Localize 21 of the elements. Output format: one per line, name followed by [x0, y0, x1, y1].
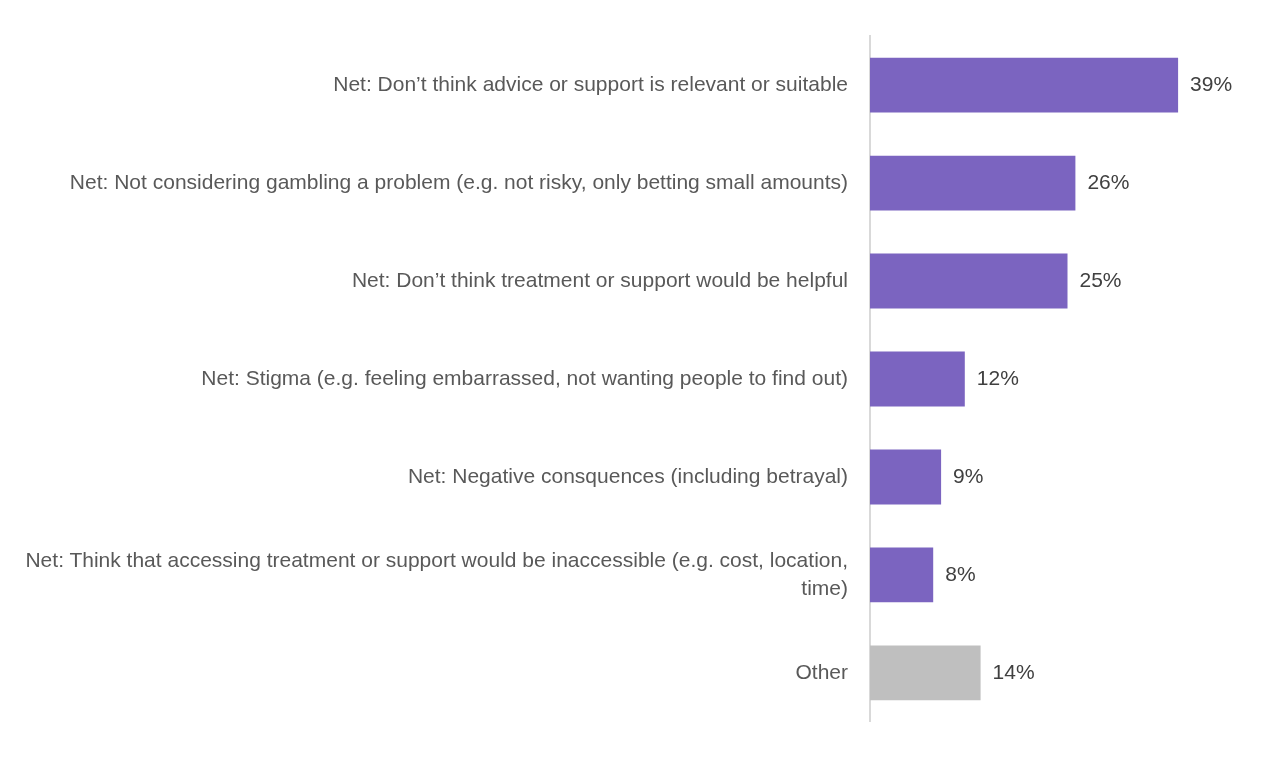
y-tick-label: Other — [795, 659, 848, 683]
y-tick-label: Net: Negative consquences (including betrayal) — [407, 463, 848, 487]
y-tick-label: Net: Don’t think treatment or support would be helpful — [351, 267, 848, 291]
y-tick-label: Net: Think that accessing treatment or support would be inaccessible (e.g. cost, location, time) — [25, 547, 848, 599]
y-tick-label: Net: Don’t think advice or support is relevant or suitable — [333, 71, 848, 95]
data-label: 14% — [992, 659, 1035, 683]
bar — [870, 351, 965, 407]
bar — [870, 253, 1068, 309]
y-tick-label: Net: Stigma (e.g. feeling embarrassed, not wanting people to find out) — [201, 365, 848, 389]
data-label: 9% — [953, 463, 984, 487]
bar — [870, 547, 934, 603]
data-label: 8% — [945, 561, 976, 585]
data-label: 12% — [976, 365, 1019, 389]
data-label: 26% — [1087, 169, 1130, 193]
data-label: 25% — [1079, 267, 1122, 291]
y-tick-label: Net: Not considering gambling a problem (e.g. not risky, only betting small amounts) — [69, 169, 848, 193]
data-label: 39% — [1190, 71, 1233, 95]
bar — [870, 449, 942, 505]
bar — [870, 57, 1179, 113]
bar — [870, 645, 981, 701]
bar — [870, 155, 1076, 211]
